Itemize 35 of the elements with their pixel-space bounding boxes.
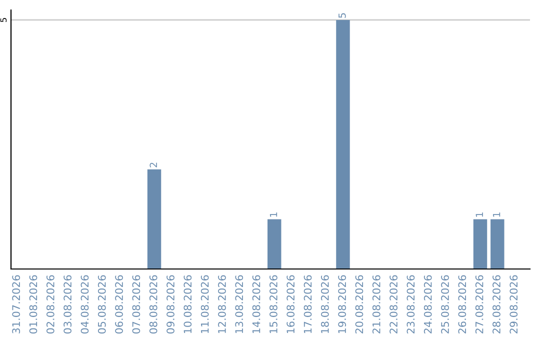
data-label: 1 <box>492 212 500 217</box>
data-label: 5 <box>338 13 346 18</box>
x-tick-label: 18.08.2026 <box>320 275 329 334</box>
x-tick-label: 08.08.2026 <box>149 275 158 334</box>
x-tick-label: 02.08.2026 <box>46 275 54 334</box>
x-tick-label: 22.08.2026 <box>390 275 398 334</box>
x-tick-label: 31.07.2026 <box>12 275 20 334</box>
x-tick-label: 06.08.2026 <box>115 275 123 334</box>
x-tick-label: 05.08.2026 <box>98 275 106 334</box>
data-label: 1 <box>476 212 483 217</box>
x-tick-label: 26.08.2026 <box>458 275 466 334</box>
x-tick-label: 27.08.2026 <box>475 275 484 334</box>
x-tick-label: 09.08.2026 <box>166 275 174 334</box>
x-tick-label: 20.08.2026 <box>355 275 364 334</box>
x-tick-label: 07.08.2026 <box>132 275 140 334</box>
x-tick-label: 25.08.2026 <box>441 275 449 334</box>
x-tick-label: 23.08.2026 <box>406 275 415 334</box>
data-label: 2 <box>150 162 157 168</box>
x-tick-label: 28.08.2026 <box>492 275 500 334</box>
x-tick-label: 04.08.2026 <box>80 275 89 334</box>
x-tick-label: 24.08.2026 <box>424 275 432 334</box>
x-tick-label: 29.08.2026 <box>510 275 518 334</box>
x-tick-label: 21.08.2026 <box>372 275 380 334</box>
x-tick-label: 12.08.2026 <box>218 275 226 334</box>
x-tick-label: 13.08.2026 <box>235 275 244 334</box>
x-tick-label: 17.08.2026 <box>304 275 312 334</box>
x-tick-label: 15.08.2026 <box>270 275 278 334</box>
x-tick-label: 19.08.2026 <box>338 275 346 334</box>
x-tick-label: 11.08.2026 <box>200 275 209 334</box>
x-tick-label: 16.08.2026 <box>286 275 295 334</box>
x-tick-label: 01.08.2026 <box>29 275 38 334</box>
x-tick-label: 03.08.2026 <box>64 275 72 334</box>
x-tick-label: 14.08.2026 <box>252 275 260 334</box>
data-label: 1 <box>270 212 278 217</box>
x-tick-label: 10.08.2026 <box>184 275 192 334</box>
